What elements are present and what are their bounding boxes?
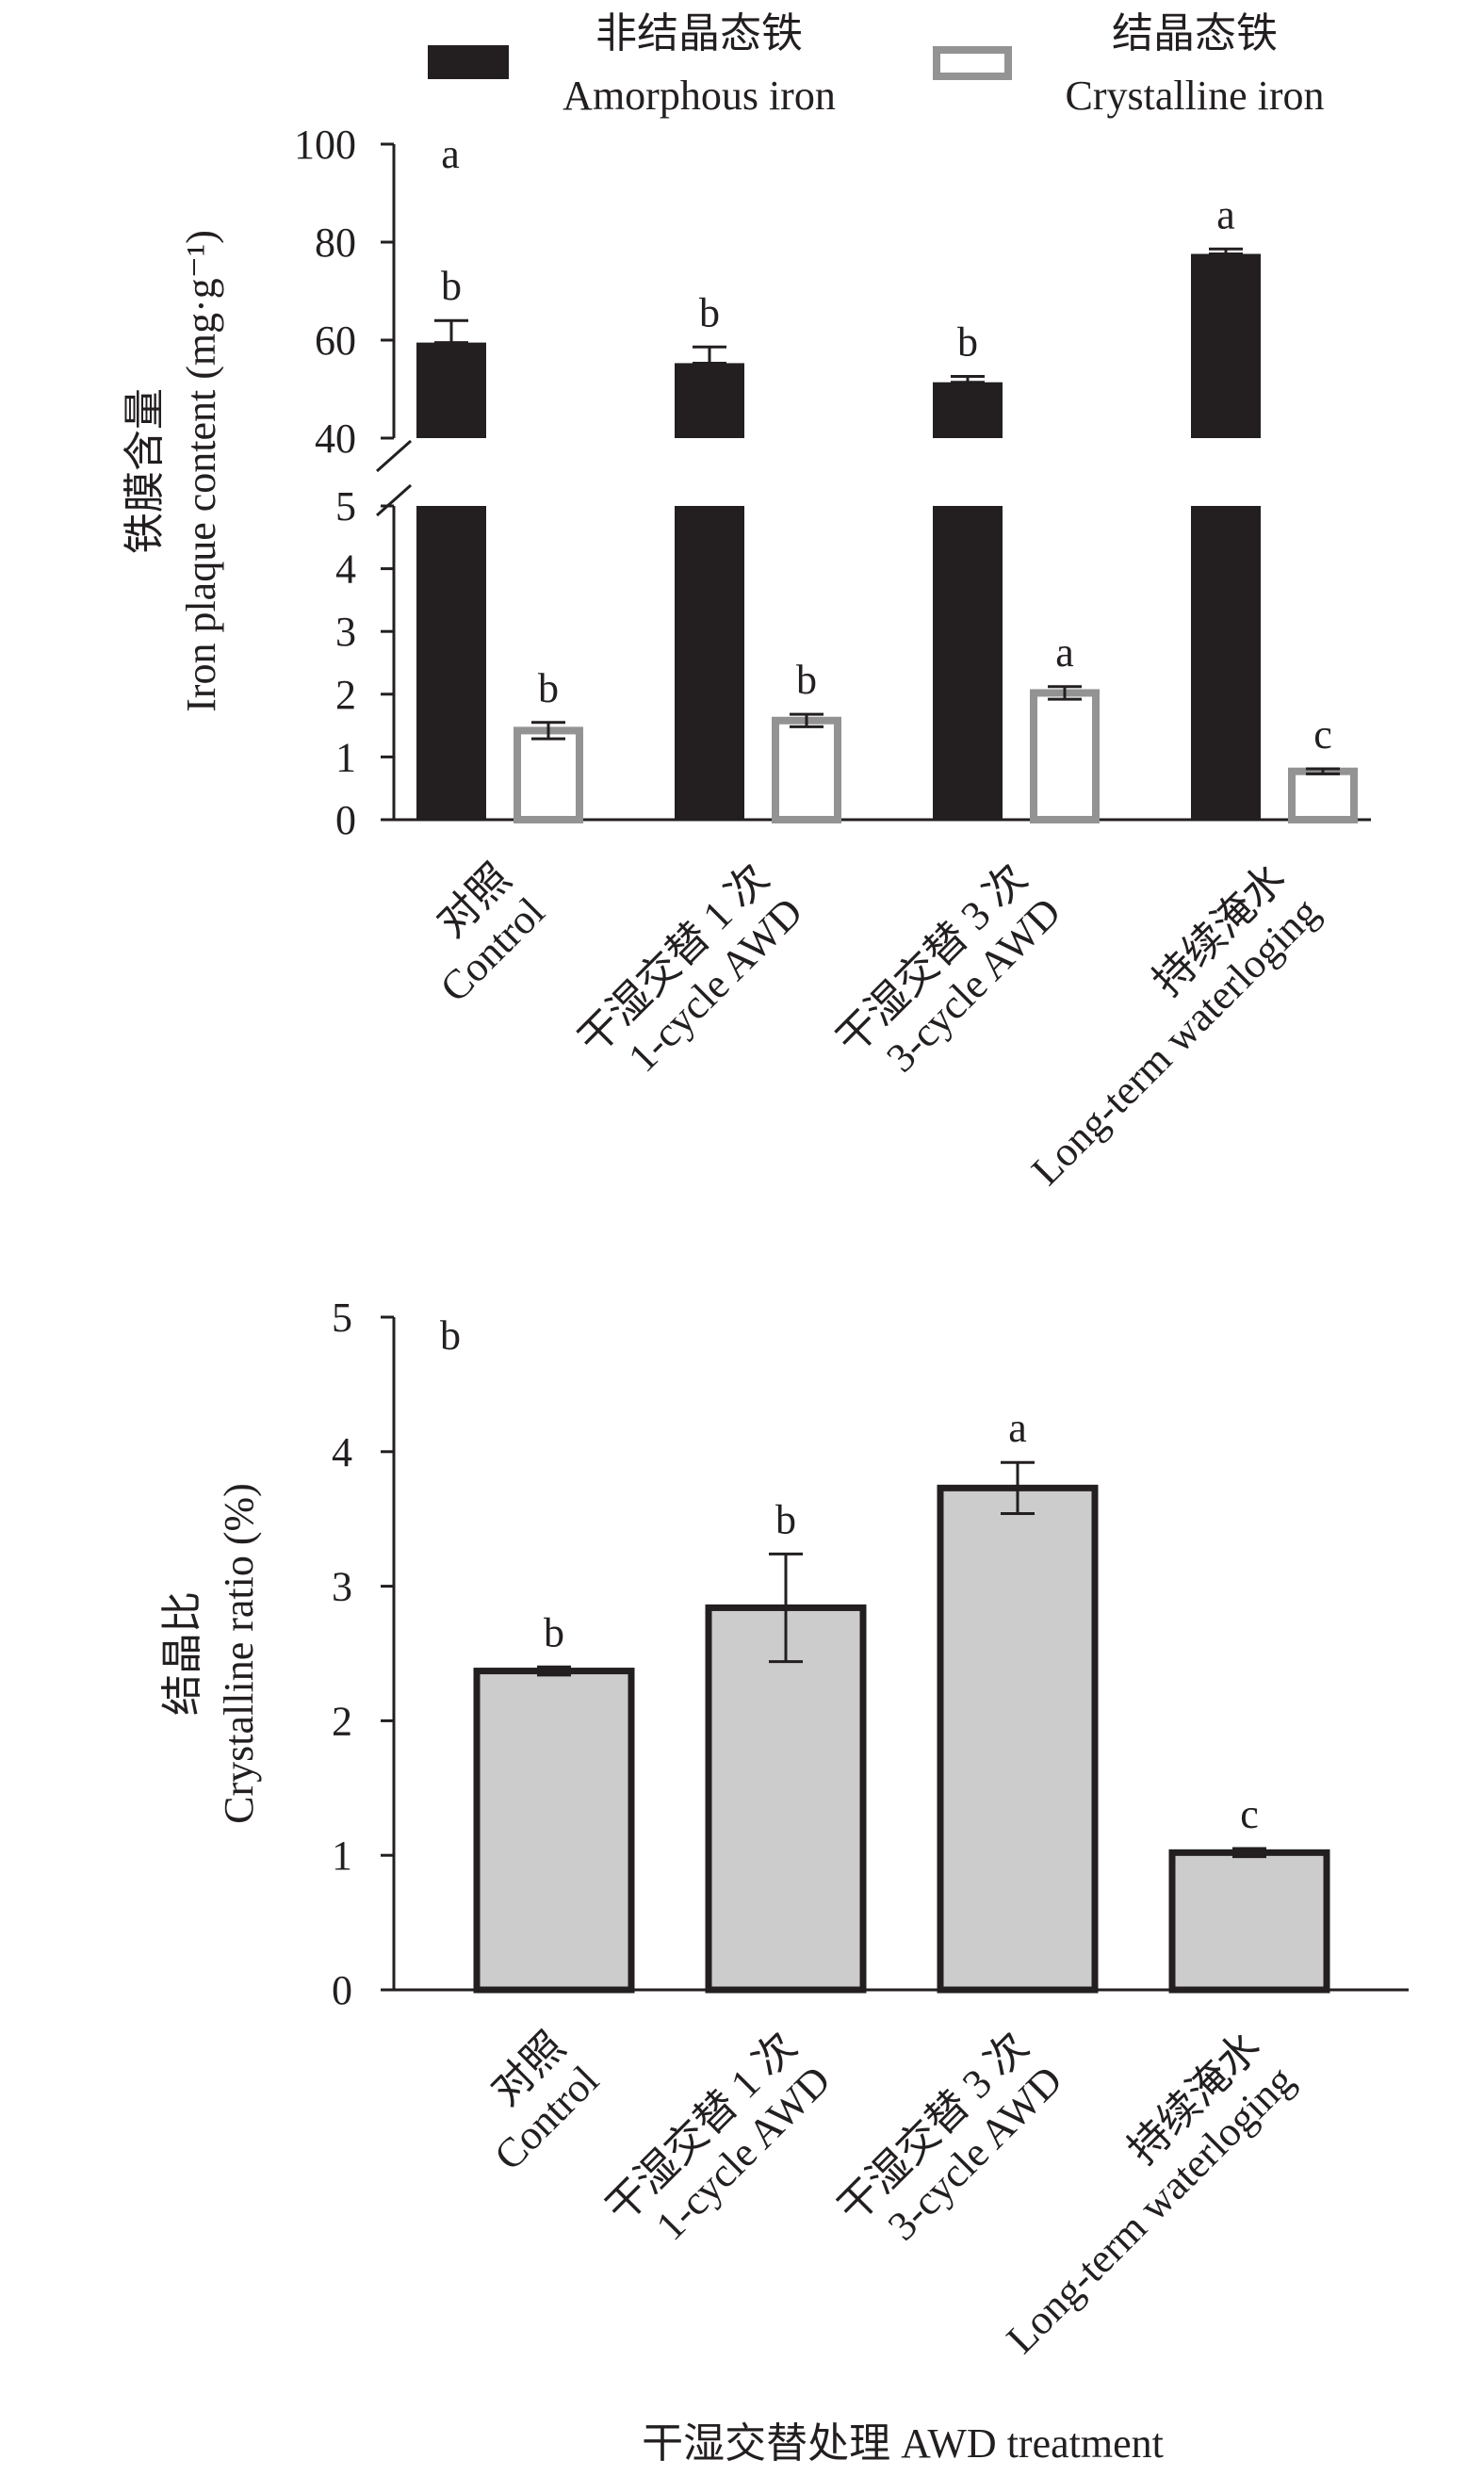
chart-a-ticks: 40 60 80 100 0 1 2 3 4 5 [294, 122, 394, 843]
legend-swatch-amorphous [428, 45, 509, 79]
bar-amorphous-upper-1-cycle-awd [675, 363, 744, 438]
bar-ratio-1-cycle-awd [705, 1604, 867, 1994]
chart-a-category-labels: 对照Control 干湿交替 1 次1-cycle AWD 干湿交替 3 次3-cy… [398, 855, 1329, 1194]
bar-amorphous-upper-3-cycle-awd [933, 382, 1003, 438]
legend-label-crystalline-en: Crystalline iron [1066, 73, 1325, 119]
chart-b-bars: b b a c [473, 1405, 1330, 1994]
y-tick-label-b-4: 4 [332, 1429, 352, 1475]
axis-break-mark-upper [376, 439, 412, 473]
legend-label-amorphous-zh: 非结晶态铁 [595, 10, 803, 57]
chart-a-ylabel-zh: 铁膜含量 [122, 388, 168, 554]
chart-b-ylabel-en: Crystalline ratio (%) [216, 1483, 262, 1824]
panel-label-b: b [440, 1312, 461, 1359]
y-tick-label-b-1: 1 [332, 1833, 352, 1879]
y-tick-label-lower-4: 4 [335, 546, 356, 593]
category-label-b-1-cycle-awd: 干湿交替 1 次1-cycle AWD [597, 2023, 840, 2265]
bar-crystalline-3-cycle-awd [1030, 689, 1100, 824]
bar-ratio-long-term-waterloging [1168, 1849, 1330, 1994]
chart-b-ticks: 0 1 2 3 4 5 [332, 1295, 394, 2013]
bar-amorphous-upper-long-term-waterloging [1191, 253, 1261, 438]
panel-label-a: a [441, 131, 460, 177]
bar-amorphous-lower-control [416, 506, 486, 820]
chart-a-ylabel-en: Iron plaque content (mg·g⁻¹) [178, 230, 224, 712]
x-axis-title: 干湿交替处理 AWD treatment [642, 2420, 1164, 2467]
y-tick-label-b-5: 5 [332, 1295, 352, 1341]
sig-letter-amorphous-3-cycle-awd: b [957, 318, 978, 365]
sig-letter-crystalline-control: b [538, 665, 559, 711]
chart-a-bars: b b b a b b a c [416, 191, 1358, 824]
bar-amorphous-lower-long-term-waterloging [1191, 506, 1261, 820]
sig-letter-ratio-1-cycle-awd: b [775, 1496, 796, 1542]
bar-amorphous-upper-control [416, 342, 486, 438]
sig-letter-ratio-3-cycle-awd: a [1008, 1405, 1027, 1451]
category-label-b-3-cycle-awd: 干湿交替 3 次3-cycle AWD [829, 2023, 1071, 2265]
legend-label-crystalline-zh: 结晶态铁 [1112, 10, 1278, 57]
bar-crystalline-1-cycle-awd [772, 716, 841, 823]
legend-swatch-crystalline [933, 46, 1012, 80]
y-tick-label-lower-1: 1 [335, 734, 356, 780]
axis-break-mark-lower [376, 483, 412, 517]
y-tick-label-upper-80: 80 [315, 220, 356, 266]
sig-letter-amorphous-1-cycle-awd: b [699, 289, 720, 335]
sig-letter-crystalline-3-cycle-awd: a [1055, 629, 1074, 676]
sig-letter-ratio-control: b [544, 1609, 564, 1655]
y-tick-label-lower-3: 3 [335, 609, 356, 655]
bar-amorphous-lower-1-cycle-awd [675, 506, 744, 820]
category-label-a-3-cycle-awd: 干湿交替 3 次3-cycle AWD [827, 855, 1069, 1097]
y-tick-label-lower-0: 0 [335, 797, 356, 843]
category-label-a-control: 对照Control [398, 855, 554, 1011]
y-tick-label-b-0: 0 [332, 1967, 352, 2013]
y-tick-label-b-2: 2 [332, 1698, 352, 1744]
category-label-a-1-cycle-awd: 干湿交替 1 次1-cycle AWD [569, 855, 811, 1097]
sig-letter-crystalline-1-cycle-awd: b [796, 657, 817, 703]
bar-ratio-control [473, 1668, 635, 1994]
y-tick-label-upper-60: 60 [315, 318, 356, 364]
bar-amorphous-lower-3-cycle-awd [933, 506, 1003, 820]
y-tick-label-upper-40: 40 [315, 415, 356, 462]
bar-ratio-3-cycle-awd [937, 1484, 1099, 1994]
category-label-b-control: 对照Control [451, 2023, 608, 2179]
legend-label-amorphous-en: Amorphous iron [563, 73, 836, 119]
bar-crystalline-long-term-waterloging [1288, 767, 1358, 824]
y-tick-label-lower-5: 5 [335, 483, 356, 529]
bar-crystalline-control [514, 726, 583, 823]
sig-letter-amorphous-long-term-waterloging: a [1216, 191, 1235, 237]
sig-letter-crystalline-long-term-waterloging: c [1313, 711, 1332, 757]
sig-letter-ratio-long-term-waterloging: c [1240, 1791, 1259, 1837]
legend: 非结晶态铁 Amorphous iron 结晶态铁 Crystalline ir… [428, 10, 1324, 119]
chart-b-ylabel-zh: 结晶比 [159, 1591, 205, 1716]
sig-letter-amorphous-control: b [441, 263, 462, 309]
y-tick-label-upper-100: 100 [294, 122, 356, 168]
y-tick-label-lower-2: 2 [335, 672, 356, 718]
y-tick-label-b-3: 3 [332, 1564, 352, 1610]
